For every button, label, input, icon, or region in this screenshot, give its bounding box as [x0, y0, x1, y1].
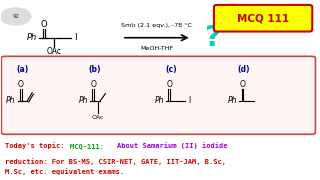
Text: O: O: [41, 20, 48, 29]
Text: MeOH-THF: MeOH-THF: [140, 46, 173, 51]
Text: reduction: For BS-MS, CSIR-NET, GATE, IIT-JAM, B.Sc,: reduction: For BS-MS, CSIR-NET, GATE, II…: [4, 158, 226, 165]
Text: ?: ?: [204, 24, 220, 52]
Text: O: O: [91, 80, 96, 89]
Text: (d): (d): [238, 65, 250, 74]
Text: OAc: OAc: [92, 115, 104, 120]
Text: (b): (b): [89, 65, 101, 74]
Text: MCQ-111:: MCQ-111:: [69, 143, 108, 149]
Text: M.Sc, etc. equivalent exams.: M.Sc, etc. equivalent exams.: [4, 168, 124, 176]
Text: OAc: OAc: [46, 47, 61, 56]
Circle shape: [0, 8, 31, 25]
Text: Today's topic:: Today's topic:: [4, 142, 68, 149]
Text: MCQ 111: MCQ 111: [237, 13, 289, 23]
Text: O: O: [240, 80, 245, 89]
FancyBboxPatch shape: [214, 5, 312, 31]
Text: I: I: [74, 33, 76, 42]
Text: (a): (a): [16, 65, 28, 74]
FancyBboxPatch shape: [1, 56, 316, 134]
Text: Ph: Ph: [228, 96, 237, 105]
Text: O: O: [18, 80, 24, 89]
Text: (c): (c): [165, 65, 177, 74]
Text: 92: 92: [12, 14, 19, 19]
Text: About Samarium (II) iodide: About Samarium (II) iodide: [117, 142, 228, 149]
Text: O: O: [166, 80, 172, 89]
Text: Ph: Ph: [6, 96, 16, 105]
Text: Ph: Ph: [26, 33, 37, 42]
Text: Ph: Ph: [78, 96, 88, 105]
Text: I: I: [188, 96, 191, 105]
Text: SmI₂ (2.1 eqv.), -78 °C: SmI₂ (2.1 eqv.), -78 °C: [122, 23, 192, 28]
Text: Ph: Ph: [154, 96, 164, 105]
